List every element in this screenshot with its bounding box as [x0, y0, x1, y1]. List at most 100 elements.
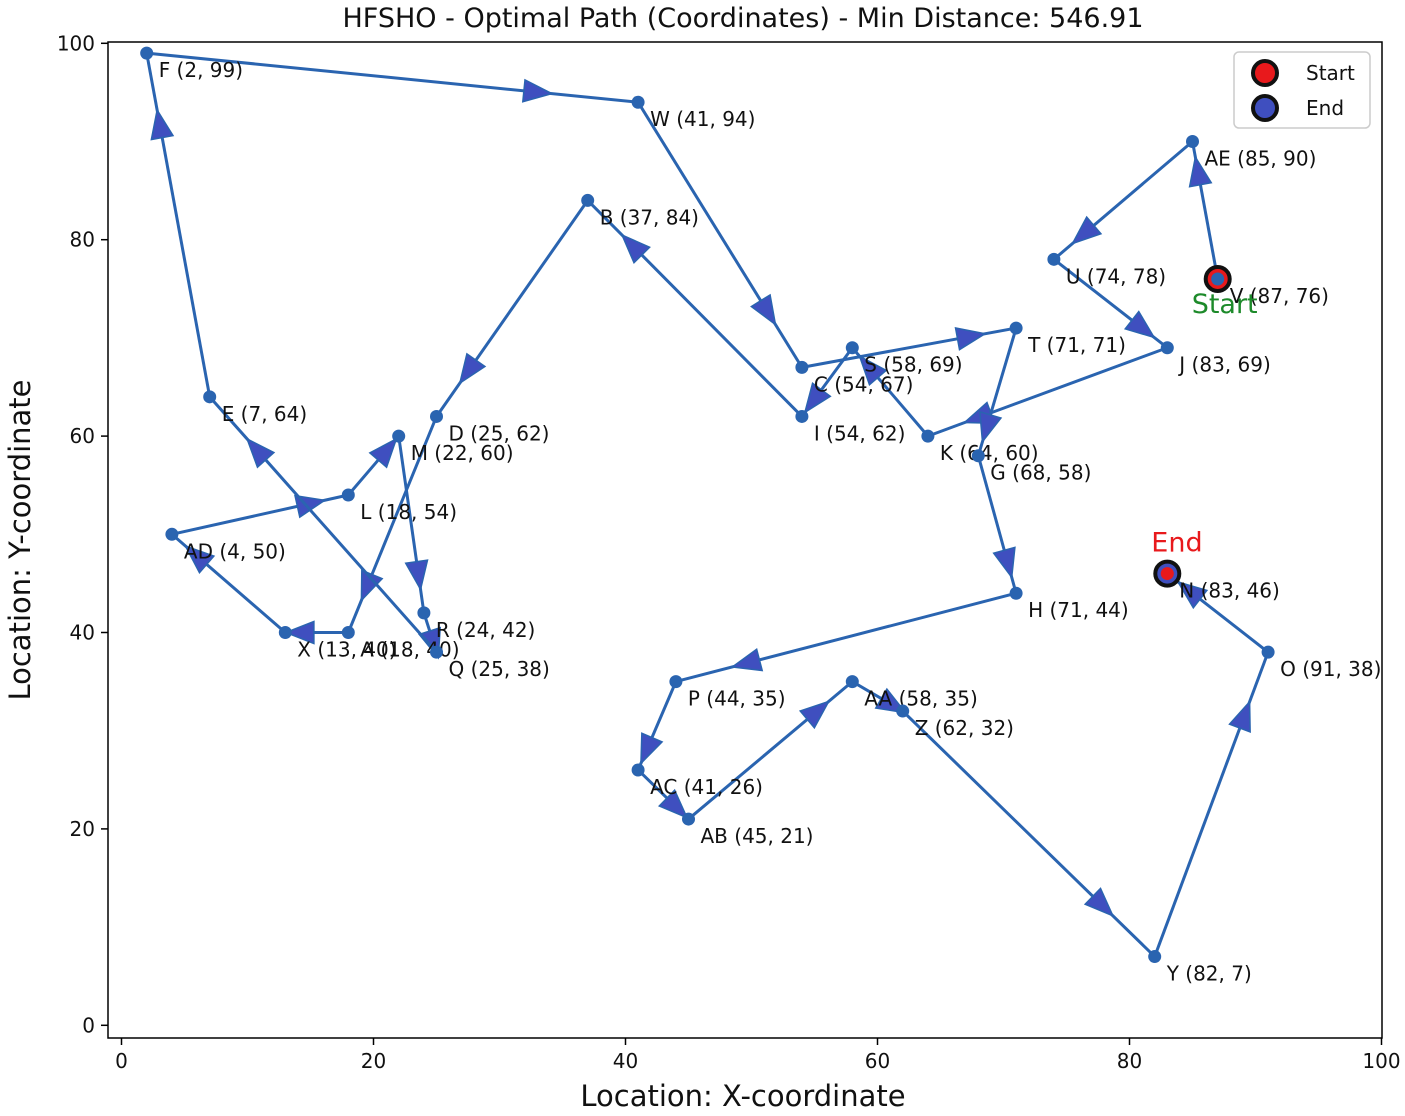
waypoint-label: Y (82, 7) [1166, 962, 1252, 986]
waypoint-marker [140, 46, 154, 60]
y-tick-label: 20 [70, 817, 95, 841]
path-arrow [360, 569, 384, 603]
path-arrow [1228, 699, 1251, 733]
path-arrow [750, 293, 777, 327]
path-arrow [798, 700, 831, 730]
waypoint-label: R (24, 42) [436, 618, 535, 642]
waypoint-label: L (18, 54) [360, 500, 457, 524]
waypoint-marker [845, 675, 859, 689]
x-tick-label: 40 [613, 1049, 638, 1073]
path-arrow [1123, 310, 1156, 339]
waypoint-marker [1186, 135, 1199, 148]
start-text: Start [1192, 289, 1258, 320]
legend-marker [1251, 59, 1279, 87]
path-segment [636, 101, 804, 369]
y-tick-label: 0 [82, 1013, 95, 1037]
start-point [1211, 272, 1225, 286]
waypoint-label: H (71, 44) [1028, 598, 1129, 622]
waypoint-label: D (25, 62) [449, 421, 550, 445]
path-arrow [521, 78, 554, 103]
path-arrow [657, 788, 689, 820]
x-tick-label: 0 [115, 1049, 128, 1073]
path-segment [901, 709, 1156, 958]
waypoint-label: A (18, 40) [360, 638, 459, 662]
waypoint-label: N (83, 46) [1179, 579, 1280, 603]
waypoint-label: K (64, 60) [940, 441, 1039, 465]
path-arrow [1188, 155, 1213, 188]
waypoint-label: I (54, 62) [814, 421, 905, 445]
legend-marker [1251, 94, 1279, 122]
waypoint-marker [669, 675, 683, 689]
waypoint-label: AC (41, 26) [650, 775, 763, 799]
path-arrow [1070, 215, 1103, 245]
y-axis-label: Location: Y-coordinate [3, 379, 37, 700]
path-arrow [245, 437, 276, 469]
path-segment [1153, 651, 1270, 958]
y-tick-label: 60 [70, 424, 95, 448]
legend-label: End [1306, 96, 1344, 120]
waypoint-label: C (54, 67) [814, 372, 914, 396]
waypoint-label: S (58, 69) [864, 353, 962, 377]
waypoint-label: Q (25, 38) [449, 657, 550, 681]
waypoint-label: AD (4, 50) [184, 539, 286, 563]
end-text: End [1151, 528, 1202, 559]
waypoint-marker [1009, 321, 1023, 335]
path-arrow [992, 546, 1016, 580]
path-arrow [803, 382, 832, 415]
waypoint-marker [971, 449, 985, 463]
path-arrow [640, 732, 664, 766]
path-arrow [404, 559, 429, 592]
waypoint-label: Z (62, 32) [915, 716, 1014, 740]
waypoint-marker [165, 527, 179, 541]
path-arrow [150, 108, 175, 141]
waypoint-marker [581, 193, 595, 207]
waypoint-marker [341, 488, 355, 502]
waypoint-marker [1047, 252, 1061, 266]
waypoint-marker [795, 409, 809, 423]
legend: Start End [1233, 51, 1371, 129]
x-axis-label: Location: X-coordinate [580, 1079, 905, 1112]
path-arrow [954, 327, 988, 351]
x-tick-label: 80 [1117, 1049, 1142, 1073]
path-segment [146, 51, 639, 104]
waypoint-marker [278, 626, 292, 639]
waypoint-label: G (68, 58) [990, 461, 1091, 485]
waypoint-marker [430, 645, 443, 659]
waypoint-label: E (7, 64) [222, 402, 308, 426]
waypoint-label: T (71, 71) [1027, 333, 1126, 357]
path-segment [675, 591, 1017, 684]
waypoint-marker [631, 763, 645, 777]
path-arrow [730, 648, 764, 672]
path-arrow [979, 410, 1003, 444]
waypoint-marker [341, 626, 355, 639]
path-arrow [458, 352, 487, 385]
waypoint-marker [921, 429, 935, 443]
y-tick-label: 80 [70, 228, 95, 252]
x-tick-label: 20 [361, 1049, 386, 1073]
waypoint-marker [795, 360, 809, 374]
y-tick-label: 100 [57, 31, 95, 55]
waypoint-label: AB (45, 21) [701, 824, 814, 848]
waypoint-marker [896, 704, 910, 718]
waypoint-label: U (74, 78) [1066, 264, 1166, 288]
waypoint-marker [631, 95, 645, 109]
path-arrow [858, 354, 888, 386]
waypoint-marker [430, 409, 443, 423]
waypoint-label: AE (85, 90) [1205, 147, 1317, 171]
waypoint-marker [1009, 586, 1023, 600]
waypoint-label: W (41, 94) [650, 107, 755, 131]
waypoint-marker [1160, 341, 1174, 355]
waypoint-marker [1261, 645, 1275, 659]
plot-frame [107, 41, 1383, 1039]
legend-label: Start [1306, 61, 1355, 85]
waypoint-label: J (83, 69) [1177, 353, 1270, 377]
path-arrow [368, 437, 398, 469]
path-arrow [1176, 580, 1209, 610]
waypoint-label: M (22, 60) [411, 441, 514, 465]
waypoint-marker [845, 341, 859, 355]
waypoint-label: O (91, 38) [1280, 657, 1381, 681]
path-arrow [620, 233, 651, 265]
waypoint-marker [203, 390, 217, 404]
